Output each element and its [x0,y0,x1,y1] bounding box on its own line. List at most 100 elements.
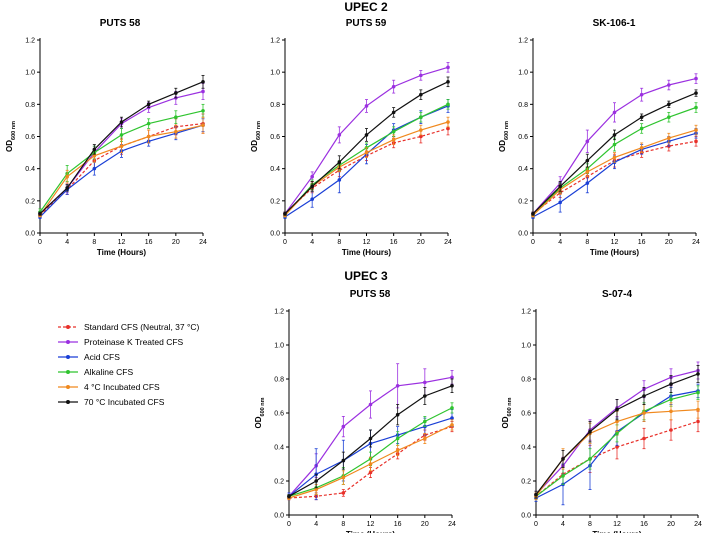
x-tick-label: 4 [561,521,565,528]
data-point [419,73,423,78]
data-point [639,115,644,119]
y-axis-label: OD600 nm [501,397,513,428]
data-point [612,110,617,115]
y-tick-label: 0.8 [518,102,528,109]
data-point [368,462,373,466]
y-tick-label: 0.8 [521,377,531,384]
y-axis-label-sub: 600 nm [256,121,262,140]
data-point [341,458,346,463]
data-point [419,92,423,97]
x-tick-label: 4 [558,239,562,246]
chart-panel: PUTS 58 0.0 0.2 0.4 0.6 0.8 1.0 1.2 0 4 8 12 16 20 24 T… [254,289,456,533]
y-tick-label: 1.2 [521,309,531,316]
y-axis-label-sub: 600 nm [507,397,513,416]
data-point [419,115,423,119]
panel-title: PUTS 58 [350,289,391,300]
x-tick-label: 4 [65,239,69,246]
series [283,76,450,216]
y-tick-label: 0.4 [521,445,531,452]
data-point [201,89,205,94]
data-point [669,397,673,402]
y-tick-label: 0.4 [274,445,284,452]
y-axis-label: OD600 nm [254,397,266,428]
y-tick-label: 0.2 [270,198,280,205]
legend-item: Alkaline CFS [58,367,133,377]
data-point [642,394,646,398]
x-axis-label: Time (Hours) [590,248,640,257]
data-point [310,197,314,202]
x-tick-label: 0 [283,239,287,246]
x-tick-label: 24 [448,521,456,528]
y-axis-label: OD600 nm [498,121,510,152]
data-point [92,154,97,158]
data-point [669,428,673,432]
y-tick-label: 1.0 [518,70,528,77]
data-point [391,129,396,134]
y-tick-label: 0.6 [25,134,35,141]
x-tick-label: 16 [390,239,398,246]
y-tick-label: 1.0 [274,343,284,350]
data-point [65,186,69,190]
y-tick-label: 0.8 [274,377,284,384]
data-point [588,457,592,461]
x-tick-label: 20 [417,239,425,246]
data-point [337,160,342,165]
data-point [615,431,619,436]
data-point [364,104,369,108]
data-point [615,407,619,412]
y-tick-label: 0.2 [274,479,284,486]
x-tick-label: 8 [341,521,345,528]
data-point [694,128,698,132]
data-point [531,211,535,216]
data-point [558,200,562,205]
data-point [174,91,178,95]
data-point [364,150,369,155]
data-point [419,128,423,132]
data-point [368,436,373,441]
data-point [588,429,592,434]
data-point [612,142,617,147]
legend-swatch-marker [66,400,70,404]
y-tick-label: 0.6 [270,134,280,141]
legend-item: 70 °C Incubated CFS [58,397,165,407]
y-axis-label: OD600 nm [5,121,17,152]
data-point [642,436,646,441]
legend-label: Proteinase K Treated CFS [84,337,184,347]
data-point [419,134,423,139]
data-point [669,382,673,386]
y-tick-label: 0.8 [25,102,35,109]
data-point [694,105,698,110]
data-point [696,372,700,376]
data-point [341,475,346,480]
y-tick-label: 0.4 [518,166,528,173]
y-tick-label: 0.2 [521,479,531,486]
data-point [364,133,369,137]
legend: Standard CFS (Neutral, 37 °C) Proteinase … [58,322,200,407]
data-point [561,474,565,478]
series [38,116,205,218]
y-axis-label-main: OD [5,140,14,152]
y-axis-label-main: OD [254,416,263,428]
legend-item: 4 °C Incubated CFS [58,382,160,392]
data-point [639,92,644,97]
data-point [585,181,590,185]
legend-swatch-marker [66,370,70,374]
data-point [310,184,314,189]
data-point [310,174,314,179]
x-tick-label: 12 [613,521,621,528]
data-point [391,110,396,115]
x-tick-label: 20 [421,521,429,528]
data-point [423,394,427,398]
panel-title: PUTS 58 [100,18,141,29]
chart-panel: PUTS 58 0.0 0.2 0.4 0.6 0.8 1.0 1.2 0 4 8 12 16 20 24 T… [5,18,207,257]
y-axis-label-sub: 600 nm [260,397,266,416]
x-tick-label: 8 [337,239,341,246]
x-tick-label: 24 [692,239,700,246]
data-point [639,126,644,131]
data-point [585,139,590,144]
x-tick-label: 16 [640,521,648,528]
series [283,99,450,219]
y-tick-label: 1.0 [521,343,531,350]
data-point [450,406,454,410]
data-point [612,155,617,160]
